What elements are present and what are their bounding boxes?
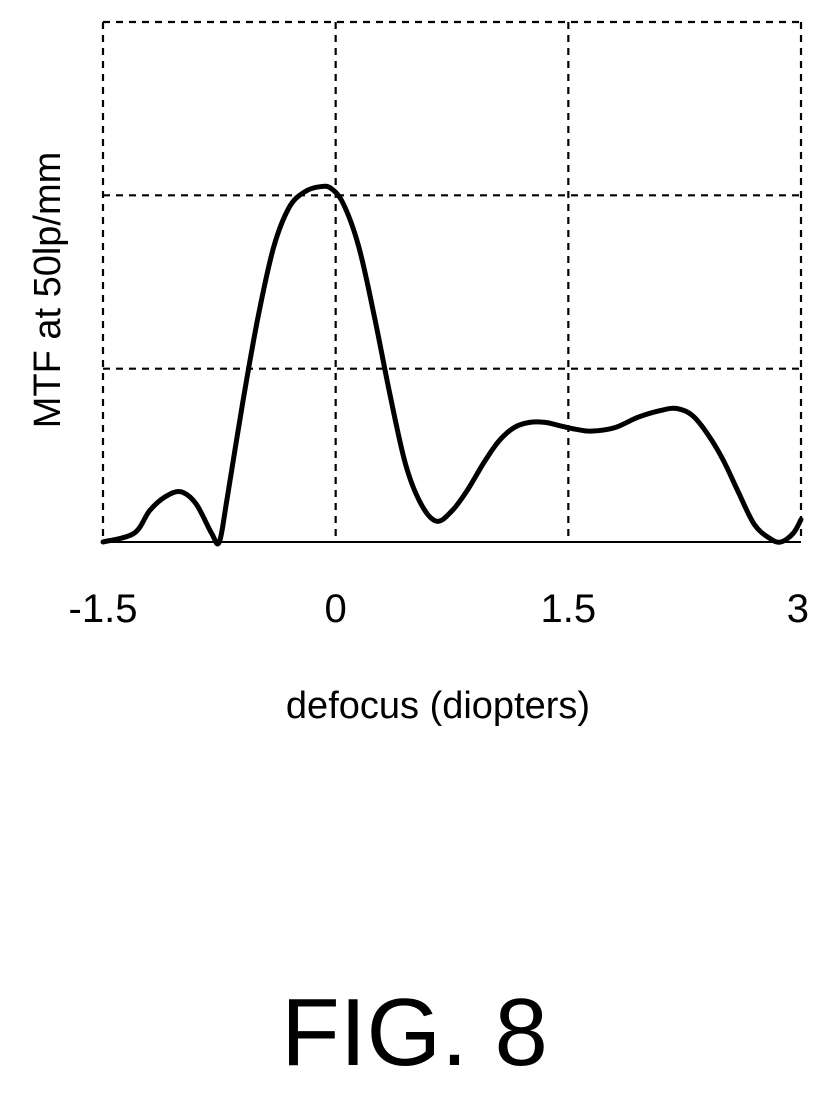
x-tick-label-2: 1.5 xyxy=(541,587,597,631)
figure-caption: FIG. 8 xyxy=(281,979,548,1086)
y-axis-label: MTF at 50lp/mm xyxy=(27,152,69,429)
mtf-curve-0 xyxy=(100,183,804,547)
x-tick-label-1: 0 xyxy=(325,587,347,631)
tick-labels: -1.5 0 1.5 3 xyxy=(69,587,809,631)
series-layer xyxy=(100,183,804,547)
x-axis-label: defocus (diopters) xyxy=(286,685,590,727)
grid-layer xyxy=(101,20,803,542)
x-tick-label-3: 3 xyxy=(787,587,809,631)
x-tick-label-0: -1.5 xyxy=(69,587,138,631)
chart-svg: -1.5 0 1.5 3 defocus (diopters) MTF at 50lp… xyxy=(27,20,809,727)
